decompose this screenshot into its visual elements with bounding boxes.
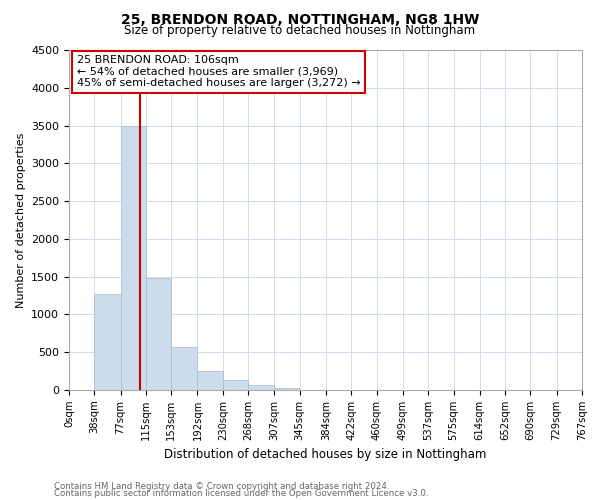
- X-axis label: Distribution of detached houses by size in Nottingham: Distribution of detached houses by size …: [164, 448, 487, 462]
- Bar: [223, 380, 248, 390]
- Text: Contains public sector information licensed under the Open Government Licence v3: Contains public sector information licen…: [54, 490, 428, 498]
- Bar: [274, 388, 300, 390]
- Bar: [197, 372, 223, 390]
- Text: 25 BRENDON ROAD: 106sqm
← 54% of detached houses are smaller (3,969)
45% of semi: 25 BRENDON ROAD: 106sqm ← 54% of detache…: [77, 55, 361, 88]
- Text: 25, BRENDON ROAD, NOTTINGHAM, NG8 1HW: 25, BRENDON ROAD, NOTTINGHAM, NG8 1HW: [121, 12, 479, 26]
- Bar: [94, 294, 121, 390]
- Y-axis label: Number of detached properties: Number of detached properties: [16, 132, 26, 308]
- Bar: [121, 126, 146, 390]
- Text: Contains HM Land Registry data © Crown copyright and database right 2024.: Contains HM Land Registry data © Crown c…: [54, 482, 389, 491]
- Bar: [172, 346, 197, 390]
- Bar: [248, 385, 274, 390]
- Text: Size of property relative to detached houses in Nottingham: Size of property relative to detached ho…: [124, 24, 476, 37]
- Bar: [146, 278, 172, 390]
